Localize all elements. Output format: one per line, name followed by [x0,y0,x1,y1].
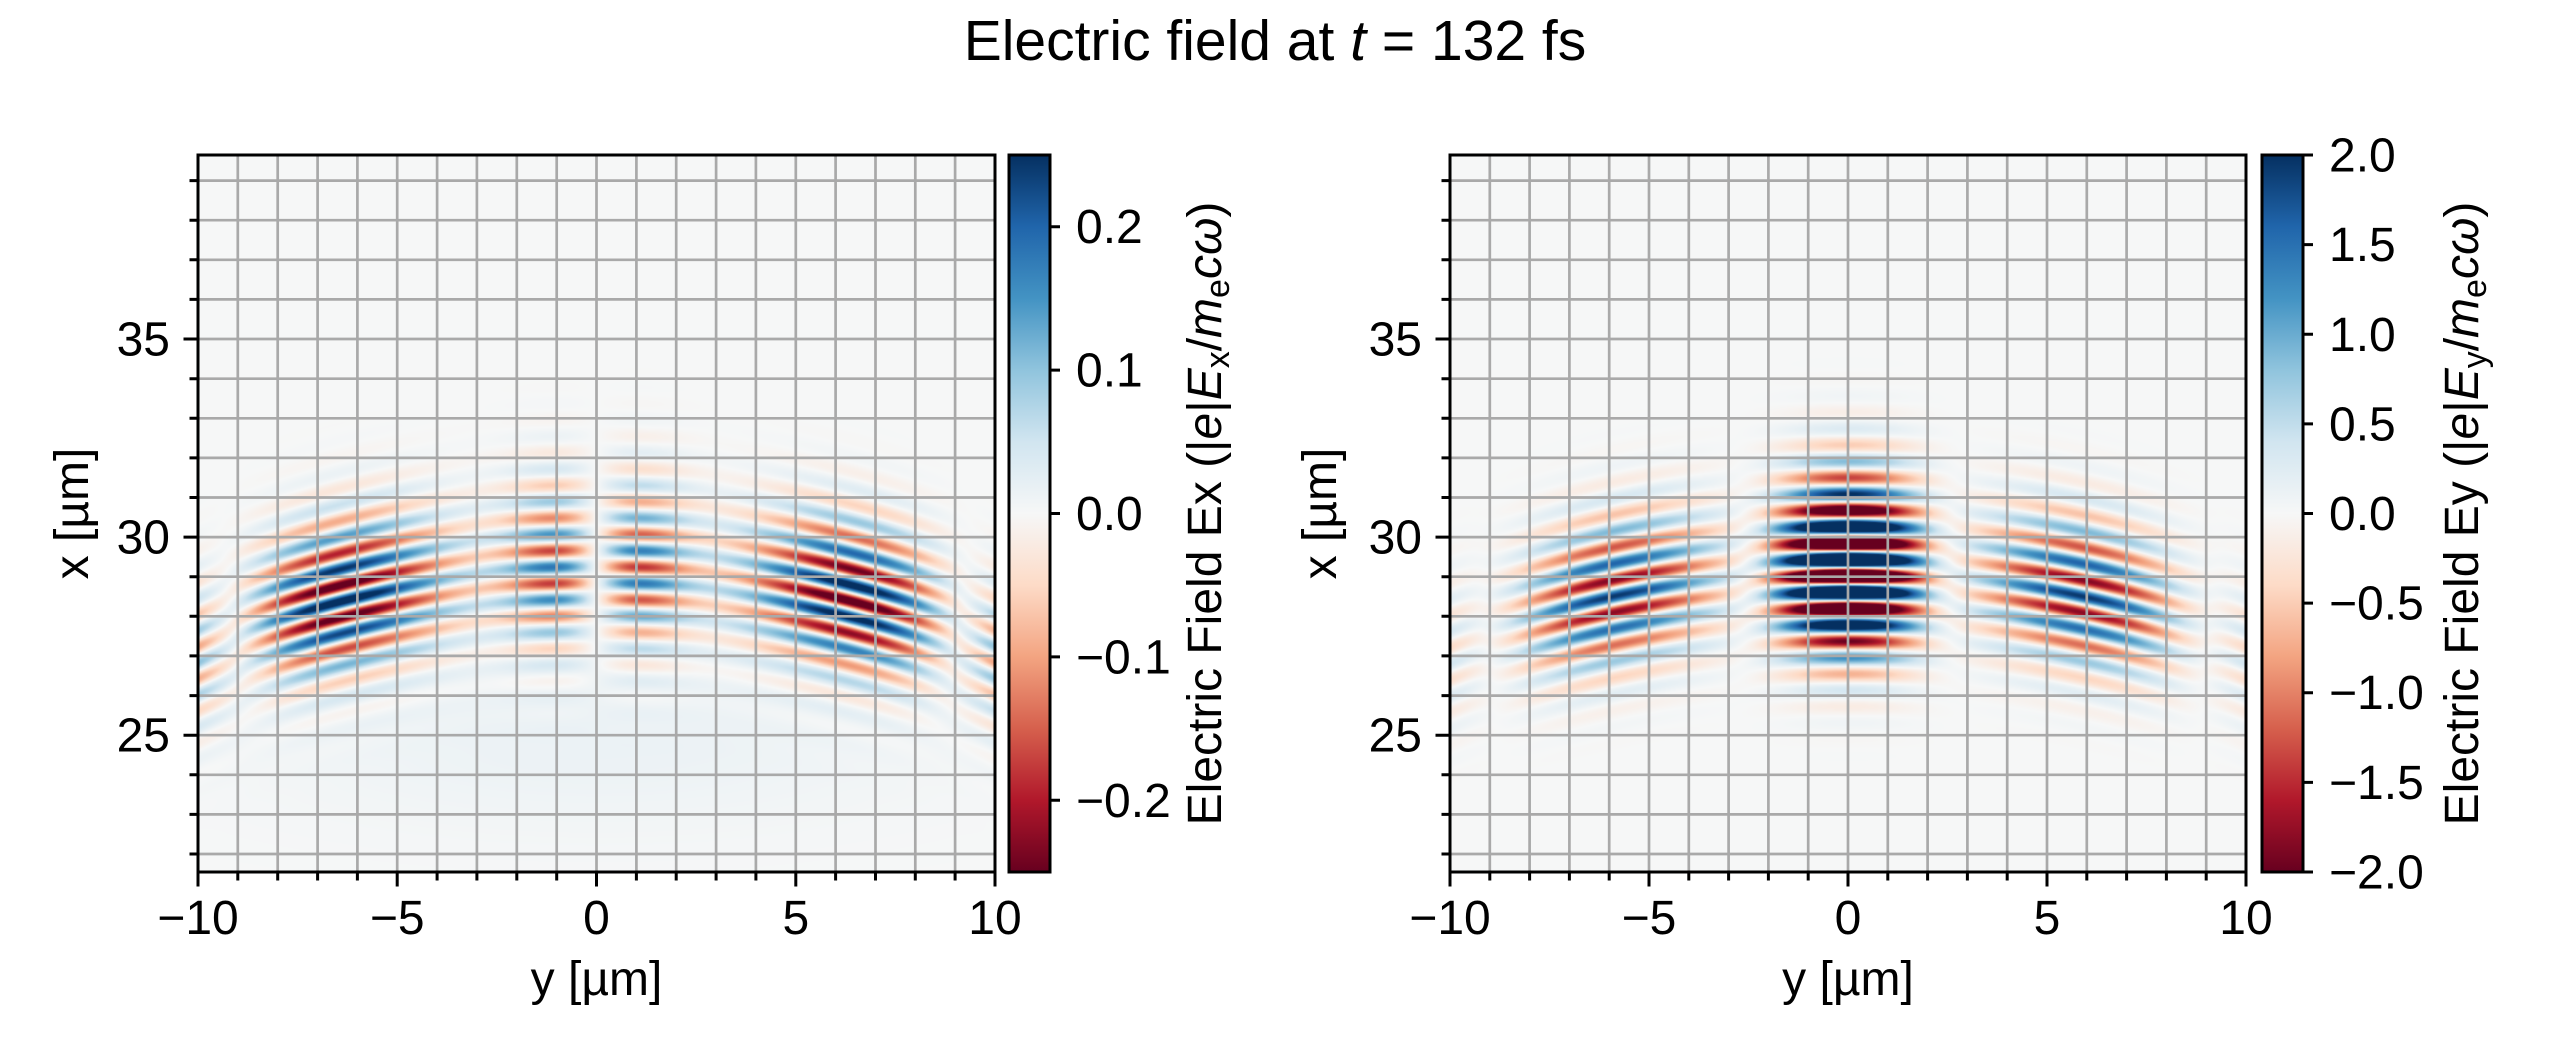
svg-text:Electric Field Ex (|e|Ex/mecω): Electric Field Ex (|e|Ex/mecω) [1179,202,1237,826]
svg-text:−5: −5 [1622,892,1677,945]
svg-text:y [µm]: y [µm] [531,953,663,1006]
svg-text:−0.1: −0.1 [1076,631,1171,684]
svg-text:35: 35 [1369,314,1422,367]
svg-text:0.5: 0.5 [2329,398,2396,451]
svg-text:0: 0 [583,892,610,945]
svg-text:−2.0: −2.0 [2329,847,2424,900]
svg-text:−0.5: −0.5 [2329,578,2424,631]
svg-text:0.0: 0.0 [1076,488,1143,541]
svg-text:5: 5 [2034,892,2061,945]
svg-text:10: 10 [2219,892,2272,945]
svg-text:25: 25 [1369,710,1422,763]
svg-text:25: 25 [117,710,170,763]
svg-text:10: 10 [968,892,1021,945]
svg-text:−10: −10 [157,892,238,945]
svg-text:0: 0 [1835,892,1862,945]
svg-text:−10: −10 [1409,892,1490,945]
svg-text:Electric Field Ey (|e|Ey/mecω): Electric Field Ey (|e|Ey/mecω) [2436,202,2494,826]
svg-text:5: 5 [782,892,809,945]
svg-text:−5: −5 [370,892,425,945]
svg-text:1.5: 1.5 [2329,219,2396,272]
svg-text:x [µm]: x [µm] [46,448,99,580]
svg-text:2.0: 2.0 [2329,130,2396,183]
svg-text:0.1: 0.1 [1076,345,1143,398]
svg-text:1.0: 1.0 [2329,309,2396,362]
svg-text:−1.0: −1.0 [2329,667,2424,720]
svg-text:30: 30 [117,512,170,565]
svg-text:x [µm]: x [µm] [1294,448,1347,580]
svg-text:0.0: 0.0 [2329,488,2396,541]
svg-text:−1.5: −1.5 [2329,757,2424,810]
svg-text:0.2: 0.2 [1076,201,1143,254]
svg-text:−0.2: −0.2 [1076,775,1171,828]
svg-text:35: 35 [117,314,170,367]
svg-text:Electric field at t = 132 fs: Electric field at t = 132 fs [964,9,1587,73]
svg-text:30: 30 [1369,512,1422,565]
svg-text:y [µm]: y [µm] [1782,953,1914,1006]
